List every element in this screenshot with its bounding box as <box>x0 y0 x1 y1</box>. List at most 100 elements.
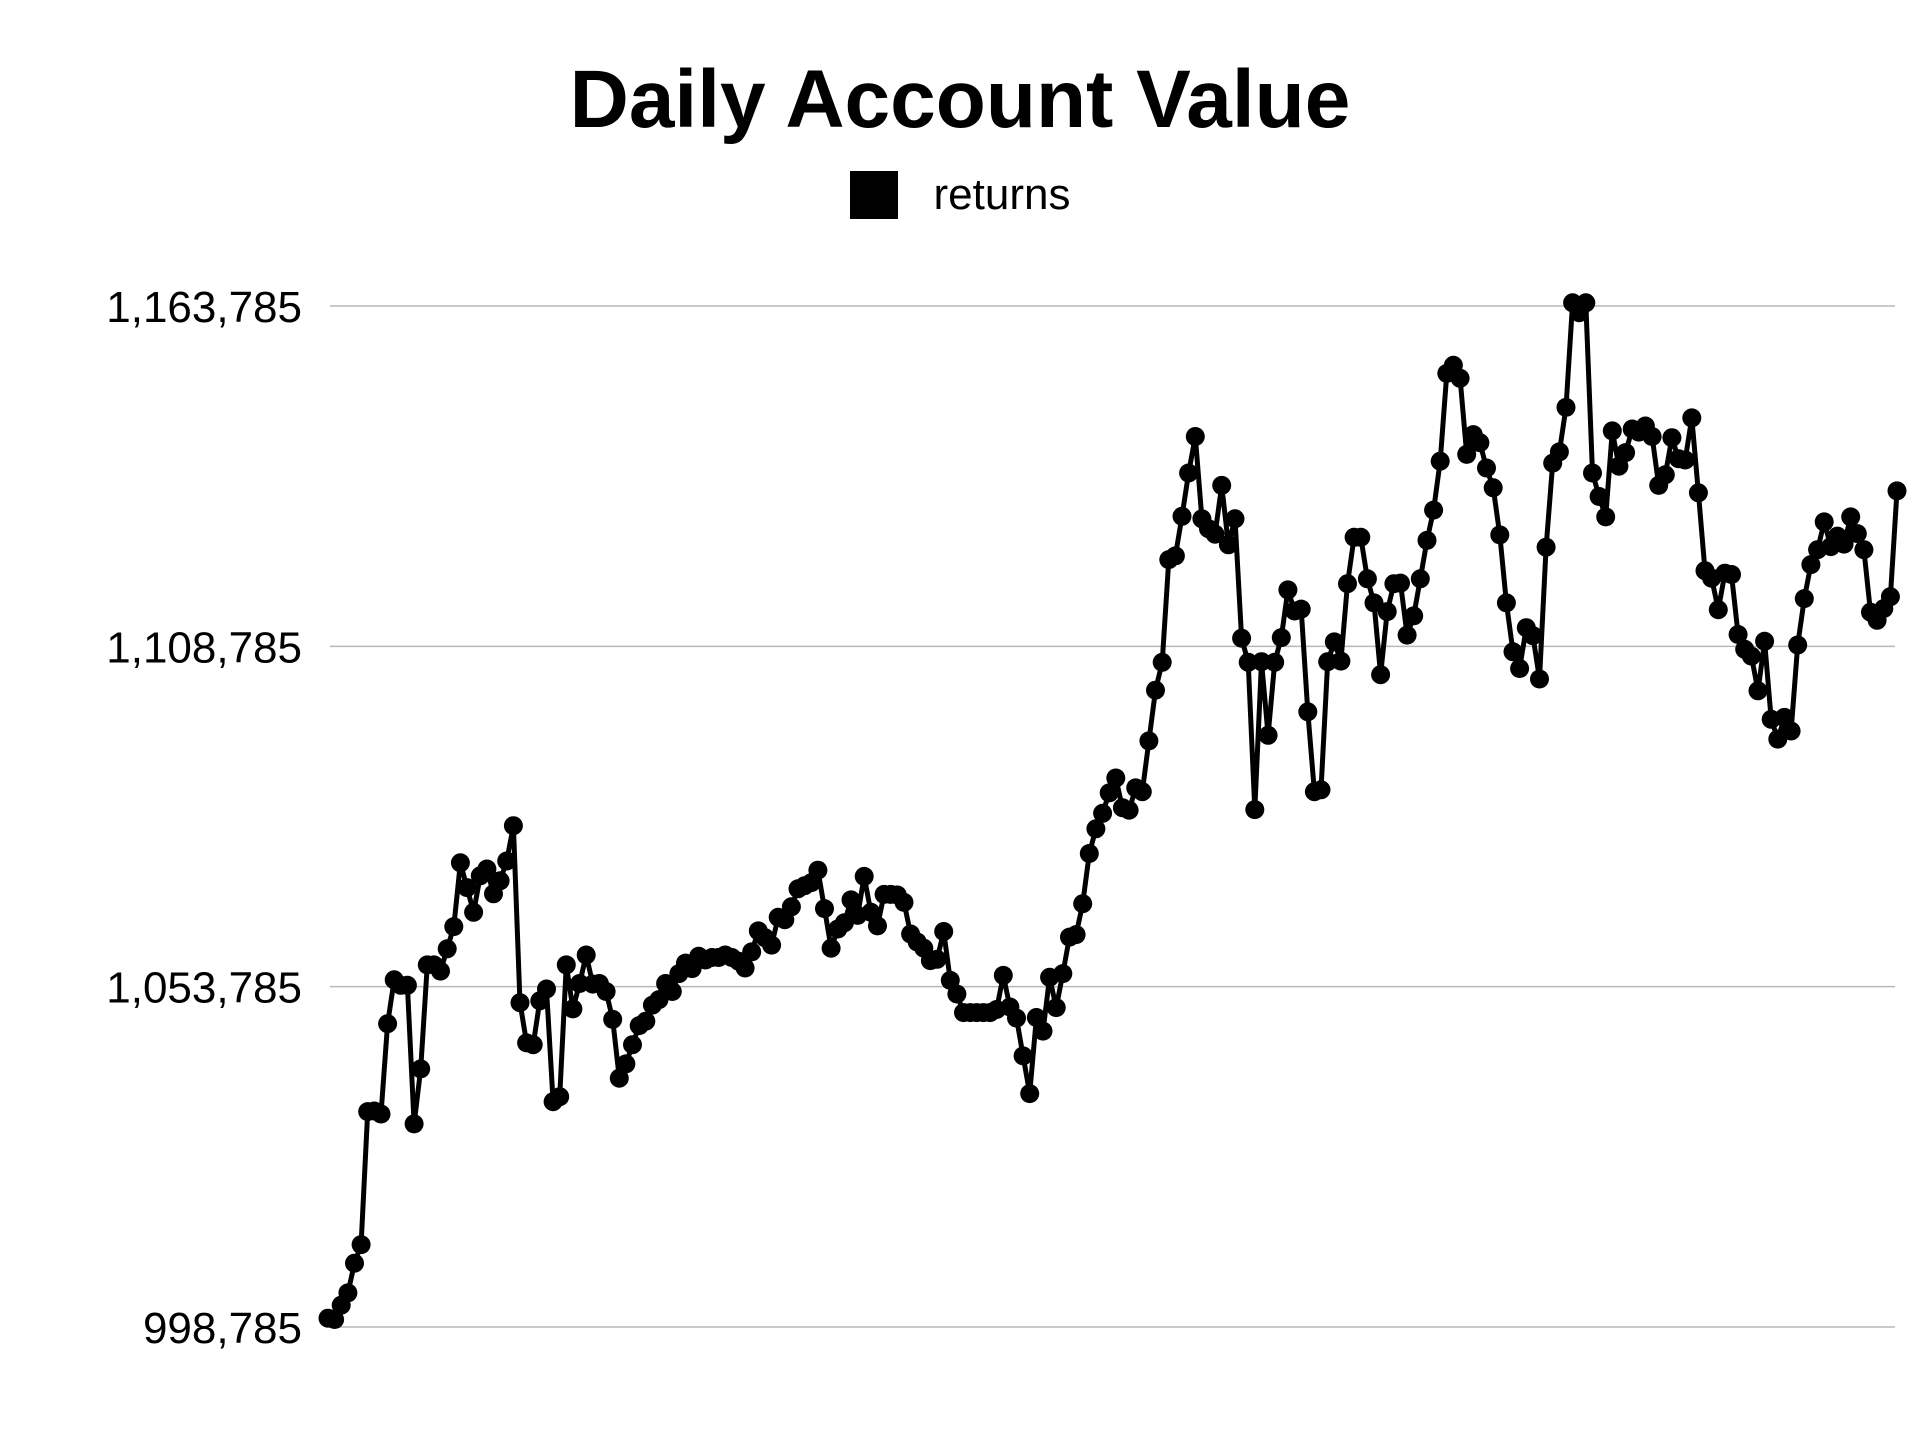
data-point <box>444 917 464 937</box>
data-point <box>1093 803 1113 823</box>
data-point <box>550 1087 570 1107</box>
data-point <box>497 851 517 871</box>
data-point <box>636 1011 656 1031</box>
data-point <box>1291 599 1311 619</box>
data-point <box>345 1253 364 1273</box>
data-point <box>662 982 682 1001</box>
y-tick-label: 1,108,785 <box>106 623 302 672</box>
data-point <box>431 961 450 981</box>
data-point <box>1212 475 1232 495</box>
data-point <box>1483 478 1503 498</box>
data-point <box>1106 768 1126 788</box>
data-point <box>576 945 596 965</box>
data-point <box>1589 487 1609 506</box>
data-point <box>1510 659 1530 678</box>
data-point <box>1298 702 1318 722</box>
data-point <box>762 935 782 955</box>
data-point <box>338 1283 358 1303</box>
data-point <box>1450 368 1470 388</box>
data-point <box>1377 602 1397 622</box>
data-point <box>603 1009 623 1029</box>
data-point <box>1616 443 1636 463</box>
data-point <box>1781 721 1801 741</box>
data-point <box>1708 600 1728 620</box>
data-point <box>1457 444 1477 464</box>
data-point <box>1271 628 1291 648</box>
data-point <box>1046 998 1066 1018</box>
data-point <box>1232 628 1252 648</box>
data-point <box>1887 481 1907 501</box>
data-point <box>503 816 523 836</box>
data-point <box>1139 731 1159 751</box>
data-point <box>1404 606 1424 626</box>
data-point <box>1688 483 1708 503</box>
data-point <box>404 1114 424 1134</box>
data-point <box>1020 1084 1040 1104</box>
data-point <box>841 890 861 910</box>
data-point <box>1549 442 1569 462</box>
data-point <box>1391 573 1410 593</box>
series-line <box>327 300 1900 1322</box>
data-point <box>1179 463 1199 483</box>
data-point <box>1185 427 1205 446</box>
data-point <box>1152 652 1172 672</box>
data-point <box>1258 725 1278 745</box>
data-point <box>1172 506 1192 526</box>
legend-label-returns: returns <box>933 170 1071 219</box>
y-tick-label: 998,785 <box>143 1304 302 1353</box>
data-point <box>450 853 470 873</box>
data-point <box>1642 427 1662 446</box>
data-point <box>1410 569 1430 589</box>
data-point <box>1880 587 1900 607</box>
data-point <box>742 942 762 962</box>
data-point <box>1583 463 1602 483</box>
data-point <box>1331 651 1351 671</box>
legend: returns <box>0 170 1920 220</box>
data-point <box>556 955 576 975</box>
data-point <box>1225 509 1245 529</box>
data-point <box>1146 680 1165 700</box>
data-point <box>1847 524 1867 544</box>
data-point <box>1675 450 1695 470</box>
data-point <box>1801 555 1821 575</box>
data-point <box>781 897 801 917</box>
data-point <box>1397 625 1417 645</box>
data-point <box>1278 580 1298 600</box>
data-point <box>1530 669 1549 689</box>
data-point <box>1854 540 1874 560</box>
data-point <box>1556 397 1576 417</box>
data-point <box>894 892 914 912</box>
data-point <box>934 922 954 941</box>
data-point <box>1834 534 1854 554</box>
data-point <box>1748 681 1768 701</box>
data-point <box>1311 780 1331 800</box>
data-point <box>1794 589 1814 609</box>
data-point <box>1490 525 1510 545</box>
data-point <box>1596 507 1616 527</box>
data-point <box>411 1059 431 1079</box>
data-point <box>1099 783 1119 803</box>
data-point <box>563 999 583 1019</box>
data-point <box>1053 964 1073 984</box>
data-point <box>1602 421 1622 441</box>
data-point <box>947 984 967 1004</box>
data-point <box>1007 1008 1026 1028</box>
data-point <box>371 1104 391 1124</box>
y-tick-label: 1,163,785 <box>106 283 302 332</box>
chart-title: Daily Account Value <box>569 54 1351 145</box>
y-axis-tick-labels: 998,785 1,053,785 1,108,785 1,163,785 <box>106 283 302 1353</box>
data-point <box>351 1235 371 1255</box>
data-point <box>1086 819 1106 839</box>
data-point <box>1662 428 1682 448</box>
data-point <box>1523 626 1543 646</box>
data-point <box>854 866 874 886</box>
data-point <box>1417 530 1437 550</box>
data-point <box>993 965 1013 985</box>
data-point <box>821 938 841 958</box>
data-point <box>1066 925 1086 945</box>
data-point <box>735 958 755 978</box>
data-point <box>1165 546 1185 566</box>
data-point <box>1728 625 1748 644</box>
data-point <box>868 916 887 936</box>
